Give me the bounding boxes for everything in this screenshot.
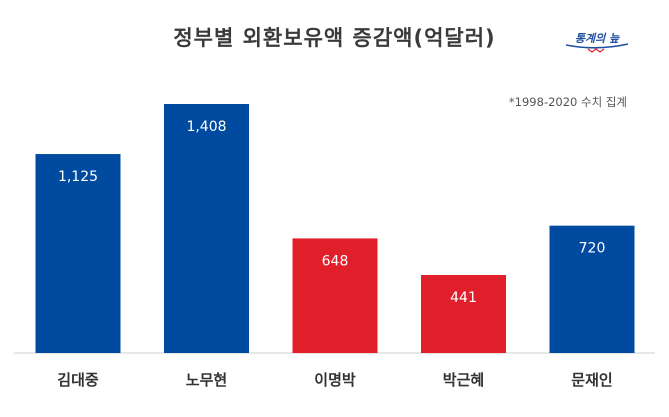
x-tick-label-4: 박근혜 (443, 371, 484, 389)
bar-1 (35, 154, 121, 353)
logo-text: 통계의 늪 (574, 32, 620, 45)
logo-graphic (565, 43, 629, 53)
data-label-2: 1,408 (186, 119, 226, 135)
bar-4 (421, 275, 506, 353)
data-label-5: 720 (579, 241, 606, 257)
bar-2 (164, 104, 249, 353)
x-tick-label-3: 이명박 (314, 371, 356, 389)
x-tick-label-2: 노무현 (186, 371, 227, 389)
chart-title: 정부별 외환보유액 증감액(억달러) (173, 26, 496, 50)
data-label-3: 648 (322, 253, 349, 269)
bar-3 (292, 238, 378, 353)
x-tick-label-1: 김대중 (57, 371, 99, 389)
x-tick-label-5: 문재인 (571, 371, 612, 389)
footnote: *1998-2020 수치 집계 (508, 95, 627, 109)
bar-5 (549, 225, 635, 353)
data-label-4: 441 (450, 290, 477, 306)
data-label-1: 1,125 (58, 169, 98, 185)
logo: 통계의 늪 (562, 30, 632, 54)
